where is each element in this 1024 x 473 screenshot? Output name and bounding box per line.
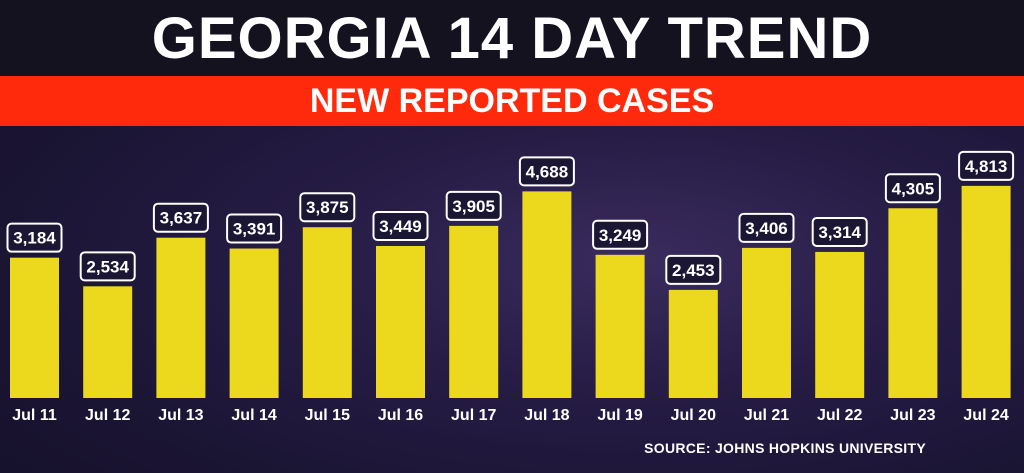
- subtitle-band: NEW REPORTED CASES: [0, 76, 1024, 126]
- bar-13: [961, 185, 1011, 398]
- bar-value-label-3: 3,391: [233, 220, 276, 239]
- bar-value-label-12: 4,305: [892, 179, 935, 198]
- bar-value-label-2: 3,637: [160, 209, 203, 228]
- x-tick-label-12: Jul 23: [890, 407, 935, 424]
- bar-value-box-10: [738, 212, 795, 243]
- bar-value-box-13: [958, 150, 1015, 181]
- source-note: SOURCE: JOHNS HOPKINS UNIVERSITY: [644, 440, 926, 456]
- bar-value-label-11: 3,314: [818, 223, 861, 242]
- bar-value-label-13: 4,813: [965, 157, 1008, 176]
- x-tick-label-7: Jul 18: [524, 407, 569, 424]
- bar-0: [10, 257, 59, 398]
- bar-11: [815, 251, 865, 398]
- bar-value-box-9: [665, 254, 722, 285]
- x-tick-label-2: Jul 13: [158, 407, 203, 424]
- bar-value-label-6: 3,905: [452, 197, 495, 216]
- bar-3: [229, 248, 279, 398]
- x-tick-label-13: Jul 24: [963, 407, 1008, 424]
- bar-value-box-1: [79, 251, 136, 282]
- bar-4: [302, 227, 352, 398]
- x-tick-label-1: Jul 12: [85, 407, 130, 424]
- bar-value-box-6: [445, 190, 502, 221]
- x-tick-label-0: Jul 11: [12, 407, 57, 424]
- bar-value-label-10: 3,406: [745, 219, 788, 238]
- bar-10: [742, 247, 791, 398]
- bar-2: [156, 237, 206, 398]
- bar-12: [888, 208, 938, 398]
- bar-value-label-7: 4,688: [526, 162, 569, 181]
- x-tick-label-11: Jul 22: [817, 407, 862, 424]
- x-tick-label-4: Jul 15: [305, 407, 350, 424]
- bar-chart: 3,184 Jul 11 2,534 Jul 12 3,637 Jul 13 3,391 Ju…: [6, 150, 1015, 424]
- bar-value-box-11: [811, 216, 868, 247]
- bar-6: [449, 225, 499, 398]
- bar-1: [83, 286, 133, 398]
- x-tick-label-5: Jul 16: [378, 407, 423, 424]
- bar-value-box-2: [152, 202, 209, 233]
- bar-value-label-8: 3,249: [599, 226, 642, 245]
- bar-value-box-3: [226, 213, 283, 244]
- bar-7: [522, 191, 572, 398]
- chart-title: GEORGIA 14 DAY TREND: [151, 6, 873, 71]
- bar-value-box-12: [884, 173, 941, 204]
- title-band: GEORGIA 14 DAY TREND: [0, 0, 1024, 76]
- x-tick-label-6: Jul 17: [451, 407, 496, 424]
- bar-value-box-5: [372, 210, 429, 241]
- bar-value-box-4: [299, 192, 356, 223]
- x-tick-label-10: Jul 21: [744, 407, 789, 424]
- bar-value-box-7: [518, 156, 575, 187]
- bar-5: [376, 245, 425, 398]
- bar-value-box-8: [592, 219, 649, 250]
- bar-value-label-0: 3,184: [13, 229, 56, 248]
- x-tick-label-3: Jul 14: [231, 407, 276, 424]
- bar-value-label-1: 2,534: [86, 257, 129, 276]
- x-tick-label-8: Jul 19: [597, 407, 642, 424]
- bar-value-label-9: 2,453: [672, 261, 715, 280]
- x-tick-label-9: Jul 20: [671, 407, 716, 424]
- bar-value-box-0: [6, 222, 63, 253]
- bar-9: [668, 289, 718, 398]
- bar-value-label-4: 3,875: [306, 198, 349, 217]
- bar-8: [595, 254, 645, 398]
- chart-subtitle: NEW REPORTED CASES: [309, 82, 715, 120]
- bar-value-label-5: 3,449: [379, 217, 422, 236]
